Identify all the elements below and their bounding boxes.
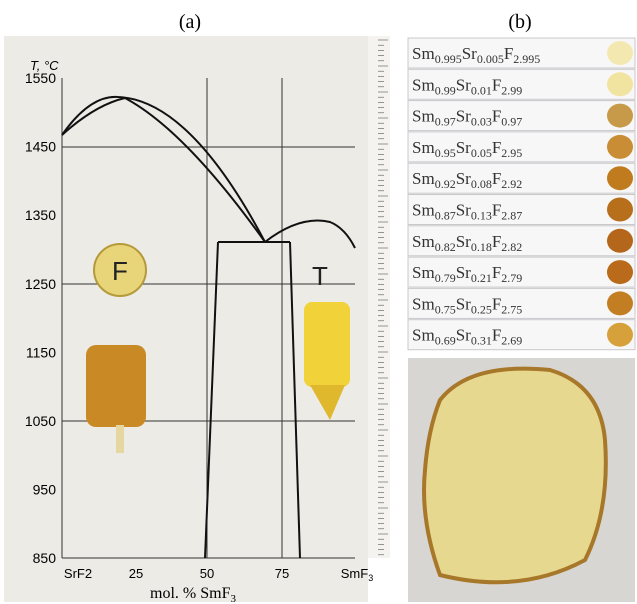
crystal-photo bbox=[424, 369, 606, 583]
x-tick-label: 75 bbox=[275, 566, 289, 581]
crystal-photo bbox=[607, 198, 633, 222]
panel-label: (b) bbox=[508, 11, 531, 33]
crystal-photo bbox=[607, 135, 633, 159]
y-tick-label: 1150 bbox=[26, 344, 56, 360]
crystal-photo bbox=[607, 104, 633, 128]
x-tick-label: SrF2 bbox=[64, 566, 92, 581]
figure: (a) (b) F T T, °C 1550145013501250115010… bbox=[0, 0, 637, 604]
ruler bbox=[368, 36, 390, 558]
y-tick-label: 950 bbox=[33, 482, 57, 498]
crystal-photo bbox=[86, 345, 146, 427]
x-tick-label: SmF3 bbox=[341, 566, 373, 583]
y-tick-label: 1050 bbox=[25, 413, 56, 429]
crystal-photo bbox=[607, 166, 633, 190]
crystal-photo bbox=[116, 425, 124, 453]
crystal-photo bbox=[607, 323, 633, 347]
y-tick-label: 850 bbox=[33, 550, 57, 566]
crystal-photo bbox=[607, 41, 633, 65]
y-tick-label: 1250 bbox=[25, 276, 56, 292]
phase-label: T bbox=[312, 261, 328, 291]
crystal-photo bbox=[607, 291, 633, 315]
x-axis-title: mol. % SmF3 bbox=[150, 585, 236, 604]
panel-label: (a) bbox=[179, 11, 201, 33]
x-tick-label: 50 bbox=[200, 566, 214, 581]
y-tick-label: 1550 bbox=[25, 70, 56, 86]
x-tick-label: 25 bbox=[129, 566, 143, 581]
crystal-photo bbox=[607, 229, 633, 253]
crystal-photo bbox=[304, 302, 350, 387]
y-tick-label: 1350 bbox=[25, 207, 56, 223]
phase-label: F bbox=[112, 256, 128, 286]
crystal-photo bbox=[607, 72, 633, 96]
y-tick-label: 1450 bbox=[25, 139, 56, 155]
crystal-photo bbox=[607, 260, 633, 284]
